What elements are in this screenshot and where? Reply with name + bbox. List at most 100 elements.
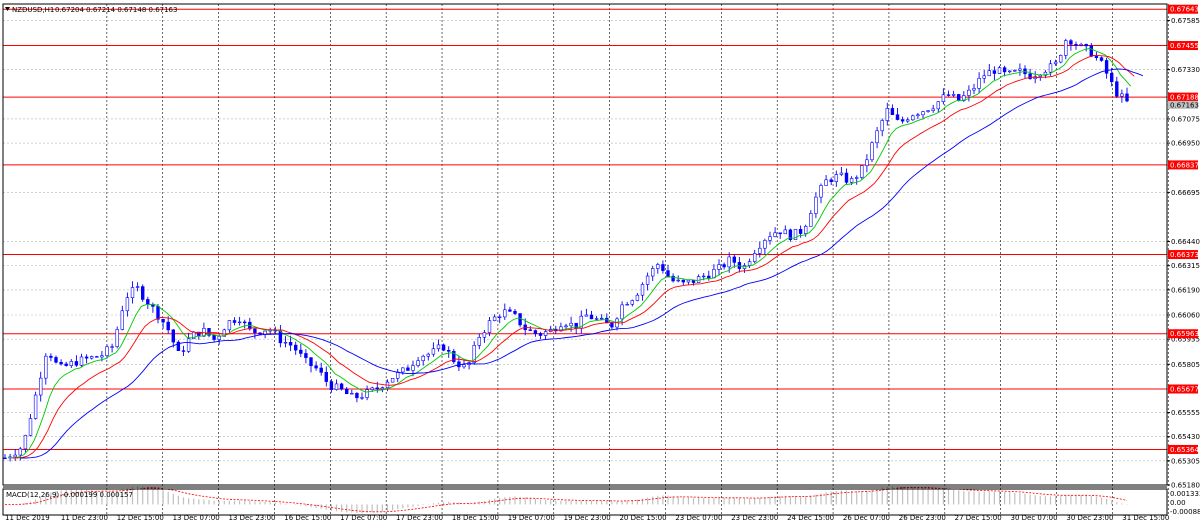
candle <box>594 316 599 321</box>
candle-body <box>1115 81 1119 97</box>
price-tick-label: 0.66440 <box>1171 238 1200 246</box>
candle-body <box>508 309 512 312</box>
price-tick-label: 0.65555 <box>1171 409 1200 417</box>
candle-body <box>1043 71 1048 76</box>
candle <box>38 371 43 402</box>
price-tick-label: 0.66315 <box>1171 262 1200 270</box>
candle-body <box>752 253 757 262</box>
candle <box>283 336 288 348</box>
candle-body <box>712 269 716 279</box>
candle <box>49 353 53 362</box>
candle <box>717 259 721 276</box>
candle <box>299 343 303 358</box>
candle <box>1002 65 1007 77</box>
candle-body <box>533 330 538 334</box>
candle <box>814 192 818 219</box>
candle-body <box>503 309 507 318</box>
candle <box>1104 57 1109 79</box>
time-tick-label: 26 Dec 07:00 <box>843 514 890 522</box>
candle <box>130 281 135 304</box>
candle <box>227 319 232 333</box>
candle-body <box>293 344 298 351</box>
candle <box>916 112 920 120</box>
candle <box>900 116 905 124</box>
candle <box>589 310 594 320</box>
candle <box>243 319 247 329</box>
candle-body <box>329 381 334 390</box>
candle <box>44 353 48 385</box>
candle <box>885 102 890 126</box>
candle <box>28 413 33 437</box>
triangle-down-icon[interactable] <box>5 7 10 11</box>
candle-body <box>130 287 135 298</box>
candle-body <box>1099 57 1104 61</box>
candle-body <box>849 178 854 183</box>
price-axis: 0.67585 0.67330 0.67075 0.66950 0.66695 0.664… <box>1167 4 1200 490</box>
candle-body <box>334 383 339 390</box>
candle-body <box>962 95 966 101</box>
candle-body <box>44 355 48 379</box>
candle-body <box>747 261 752 266</box>
candle <box>854 175 859 185</box>
candle-body <box>681 279 686 283</box>
candle <box>676 275 680 283</box>
ma-fast-line <box>8 47 1132 459</box>
candle <box>681 279 686 286</box>
candle-body <box>23 435 28 450</box>
candle-body <box>232 320 237 323</box>
time-tick-label: 16 Dec 15:00 <box>284 514 331 522</box>
candle-body <box>79 356 84 366</box>
candle-body <box>605 317 609 324</box>
candle <box>253 328 257 339</box>
candle-body <box>141 286 145 300</box>
candle <box>625 301 629 306</box>
candle <box>329 379 334 393</box>
macd-signal-line <box>5 487 1128 513</box>
level-tag-label: 0.66373 <box>1170 251 1199 259</box>
candle-body <box>666 270 670 277</box>
candle-body <box>977 78 981 89</box>
candle <box>69 359 74 368</box>
candle <box>441 343 446 352</box>
candle-body <box>243 321 247 324</box>
horizontal-levels[interactable] <box>3 8 1167 450</box>
candle <box>54 355 58 364</box>
candle-body <box>115 329 119 347</box>
candle <box>237 316 242 326</box>
candle <box>503 303 507 320</box>
candle <box>95 355 99 358</box>
candle <box>314 361 318 371</box>
candle <box>472 341 476 365</box>
candle-body <box>1038 75 1043 77</box>
candle <box>1059 54 1063 64</box>
level-tag <box>1168 92 1198 102</box>
candle-body <box>64 363 68 366</box>
candle <box>1120 89 1124 103</box>
candle-body <box>110 346 114 348</box>
level-tag <box>1168 4 1198 14</box>
candle <box>992 66 997 81</box>
candle-body <box>788 229 793 241</box>
candle <box>946 90 951 97</box>
candle <box>645 272 650 291</box>
candle-body <box>885 108 890 121</box>
candle-body <box>635 294 640 301</box>
candle-body <box>645 275 650 285</box>
candle-body <box>671 275 675 282</box>
level-tag <box>1168 329 1198 339</box>
candle-body <box>1120 93 1124 97</box>
candle-body <box>49 355 53 358</box>
candle-body <box>599 317 604 320</box>
candle <box>880 118 884 137</box>
candle <box>783 225 788 235</box>
price-tick-label: 0.67075 <box>1171 115 1200 123</box>
candle-body <box>452 351 456 363</box>
price-tick-label: 0.65805 <box>1171 361 1200 369</box>
candle-body <box>59 361 63 365</box>
candle-body <box>620 304 624 320</box>
time-tick-label: 26 Dec 23:00 <box>899 514 946 522</box>
candle <box>905 117 910 123</box>
candle <box>334 379 339 391</box>
candle-body <box>1069 40 1073 45</box>
